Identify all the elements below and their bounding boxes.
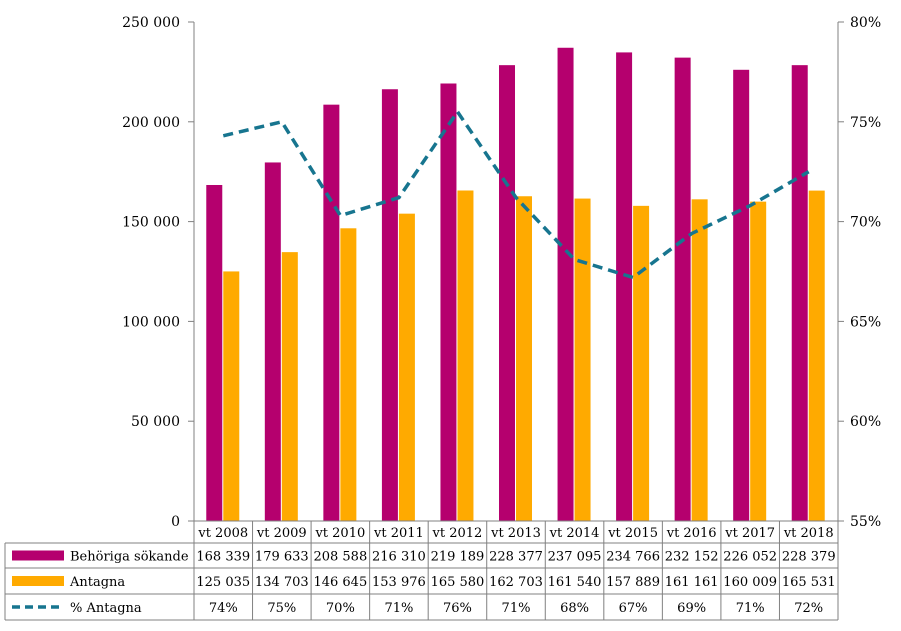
bar [340, 228, 357, 522]
bar [499, 65, 515, 521]
data-label: 71% [502, 601, 531, 616]
series-label: Antagna [69, 575, 125, 590]
data-label: 162 703 [489, 575, 543, 590]
data-label: 168 339 [196, 550, 250, 565]
bar [457, 190, 474, 521]
data-label: 165 531 [782, 575, 836, 590]
bar [691, 199, 708, 522]
data-label: 160 009 [723, 575, 777, 590]
bar [674, 57, 691, 522]
data-label: 146 645 [313, 575, 367, 590]
category-label: vt 2017 [724, 526, 775, 541]
y-left-tick-label: 200 000 [122, 115, 180, 131]
bar [281, 252, 298, 521]
data-label: 157 889 [606, 575, 660, 590]
bar [574, 198, 591, 521]
data-label: 208 588 [313, 550, 367, 565]
bar [633, 205, 650, 521]
y-right-tick-label: 55% [850, 514, 881, 530]
data-label: 226 052 [723, 550, 777, 565]
data-label: 216 310 [372, 550, 426, 565]
bar [381, 89, 398, 521]
category-label: vt 2008 [197, 526, 248, 541]
data-label: 219 189 [431, 550, 485, 565]
bar [733, 69, 750, 522]
data-label: 237 095 [548, 550, 602, 565]
bar [264, 162, 281, 522]
category-label: vt 2015 [607, 526, 658, 541]
category-label: vt 2010 [314, 526, 365, 541]
bar [808, 190, 825, 521]
data-label: 74% [209, 601, 238, 616]
data-label: 71% [736, 601, 765, 616]
category-label: vt 2014 [549, 526, 600, 541]
data-label: 125 035 [196, 575, 250, 590]
category-label: vt 2011 [373, 526, 424, 541]
y-left-tick-label: 150 000 [122, 215, 180, 231]
data-label: 234 766 [606, 550, 660, 565]
category-label: vt 2009 [256, 526, 307, 541]
data-label: 179 633 [255, 550, 309, 565]
y-left-tick-label: 50 000 [131, 414, 180, 430]
legend-key [12, 550, 64, 561]
data-label: 161 540 [548, 575, 602, 590]
y-right-tick-label: 80% [850, 15, 881, 31]
bar [440, 83, 457, 522]
data-label: 75% [267, 601, 296, 616]
bar [323, 104, 340, 521]
data-label: 153 976 [372, 575, 426, 590]
data-label: 68% [560, 601, 589, 616]
y-right-tick-label: 75% [850, 115, 881, 131]
data-label: 134 703 [255, 575, 309, 590]
bar [791, 65, 808, 521]
data-label: 161 161 [665, 575, 719, 590]
data-label: 165 580 [431, 575, 485, 590]
category-label: vt 2016 [666, 526, 717, 541]
data-label: 228 379 [782, 550, 836, 565]
series-line [222, 108, 810, 280]
data-label: 71% [384, 601, 413, 616]
data-label: 232 152 [665, 550, 719, 565]
y-right-tick-label: 65% [850, 314, 881, 330]
data-label: 69% [677, 601, 706, 616]
data-label: 72% [794, 601, 823, 616]
y-right-tick-label: 70% [850, 215, 881, 231]
plot-area: 0 50 000 100 000 150 000 200 000 250 000 55% 60… [122, 15, 881, 530]
bar [398, 213, 415, 521]
category-label: vt 2012 [432, 526, 483, 541]
y-right-tick-label: 60% [850, 414, 881, 430]
data-label: 76% [443, 601, 472, 616]
y-left-tick-label: 100 000 [122, 314, 180, 330]
bar [516, 196, 532, 521]
bar [750, 201, 767, 521]
legend-key [12, 576, 64, 586]
data-label: 67% [619, 601, 648, 616]
category-label: vt 2018 [783, 526, 834, 541]
series-label: % Antagna [70, 601, 142, 616]
y-left-tick-label: 0 [171, 514, 180, 530]
data-label: 70% [326, 601, 355, 616]
bar [557, 47, 574, 521]
data-table: vt 2008 vt 2009 vt 2010 vt 2011 vt 2012 vt 20… [4, 520, 839, 621]
bar [206, 184, 223, 521]
bar [616, 52, 633, 521]
data-label: 228 377 [489, 550, 543, 565]
bar [223, 271, 240, 521]
category-label: vt 2013 [490, 526, 541, 541]
y-left-tick-label: 250 000 [122, 15, 180, 31]
series-label: Behöriga sökande [70, 550, 189, 565]
